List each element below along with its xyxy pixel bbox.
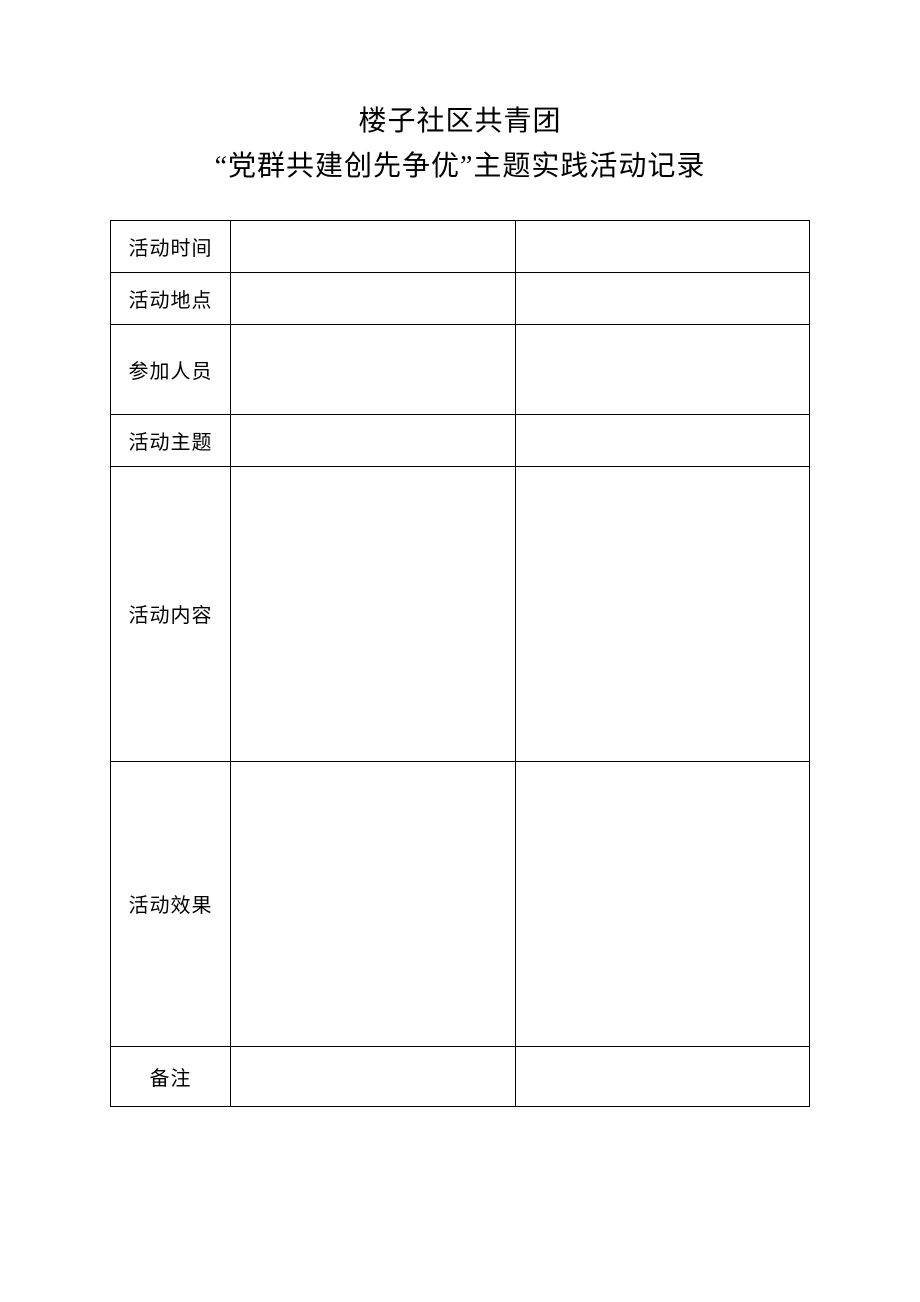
value-activity-location-2 <box>516 272 810 324</box>
label-activity-location: 活动地点 <box>111 272 231 324</box>
title-line-2: “党群共建创先争优”主题实践活动记录 <box>110 145 810 190</box>
table-row: 活动主题 <box>111 414 810 466</box>
value-activity-theme-1 <box>231 414 516 466</box>
label-activity-theme: 活动主题 <box>111 414 231 466</box>
label-activity-time: 活动时间 <box>111 220 231 272</box>
table-row: 活动效果 <box>111 761 810 1046</box>
table-row: 备注 <box>111 1046 810 1106</box>
label-activity-effect: 活动效果 <box>111 761 231 1046</box>
value-remarks-2 <box>516 1046 810 1106</box>
value-activity-effect-1 <box>231 761 516 1046</box>
document-title: 楼子社区共青团 “党群共建创先争优”主题实践活动记录 <box>110 100 810 190</box>
table-row: 活动时间 <box>111 220 810 272</box>
value-activity-time-2 <box>516 220 810 272</box>
activity-record-table: 活动时间 活动地点 参加人员 活动主题 活动内容 活动效果 备注 <box>110 220 810 1107</box>
value-activity-effect-2 <box>516 761 810 1046</box>
label-remarks: 备注 <box>111 1046 231 1106</box>
table-row: 活动地点 <box>111 272 810 324</box>
title-line-1: 楼子社区共青团 <box>110 100 810 145</box>
value-activity-time-1 <box>231 220 516 272</box>
value-activity-content-1 <box>231 466 516 761</box>
value-remarks-1 <box>231 1046 516 1106</box>
value-activity-content-2 <box>516 466 810 761</box>
label-participants: 参加人员 <box>111 324 231 414</box>
value-participants-2 <box>516 324 810 414</box>
value-activity-theme-2 <box>516 414 810 466</box>
table-row: 参加人员 <box>111 324 810 414</box>
table-row: 活动内容 <box>111 466 810 761</box>
value-participants-1 <box>231 324 516 414</box>
value-activity-location-1 <box>231 272 516 324</box>
label-activity-content: 活动内容 <box>111 466 231 761</box>
